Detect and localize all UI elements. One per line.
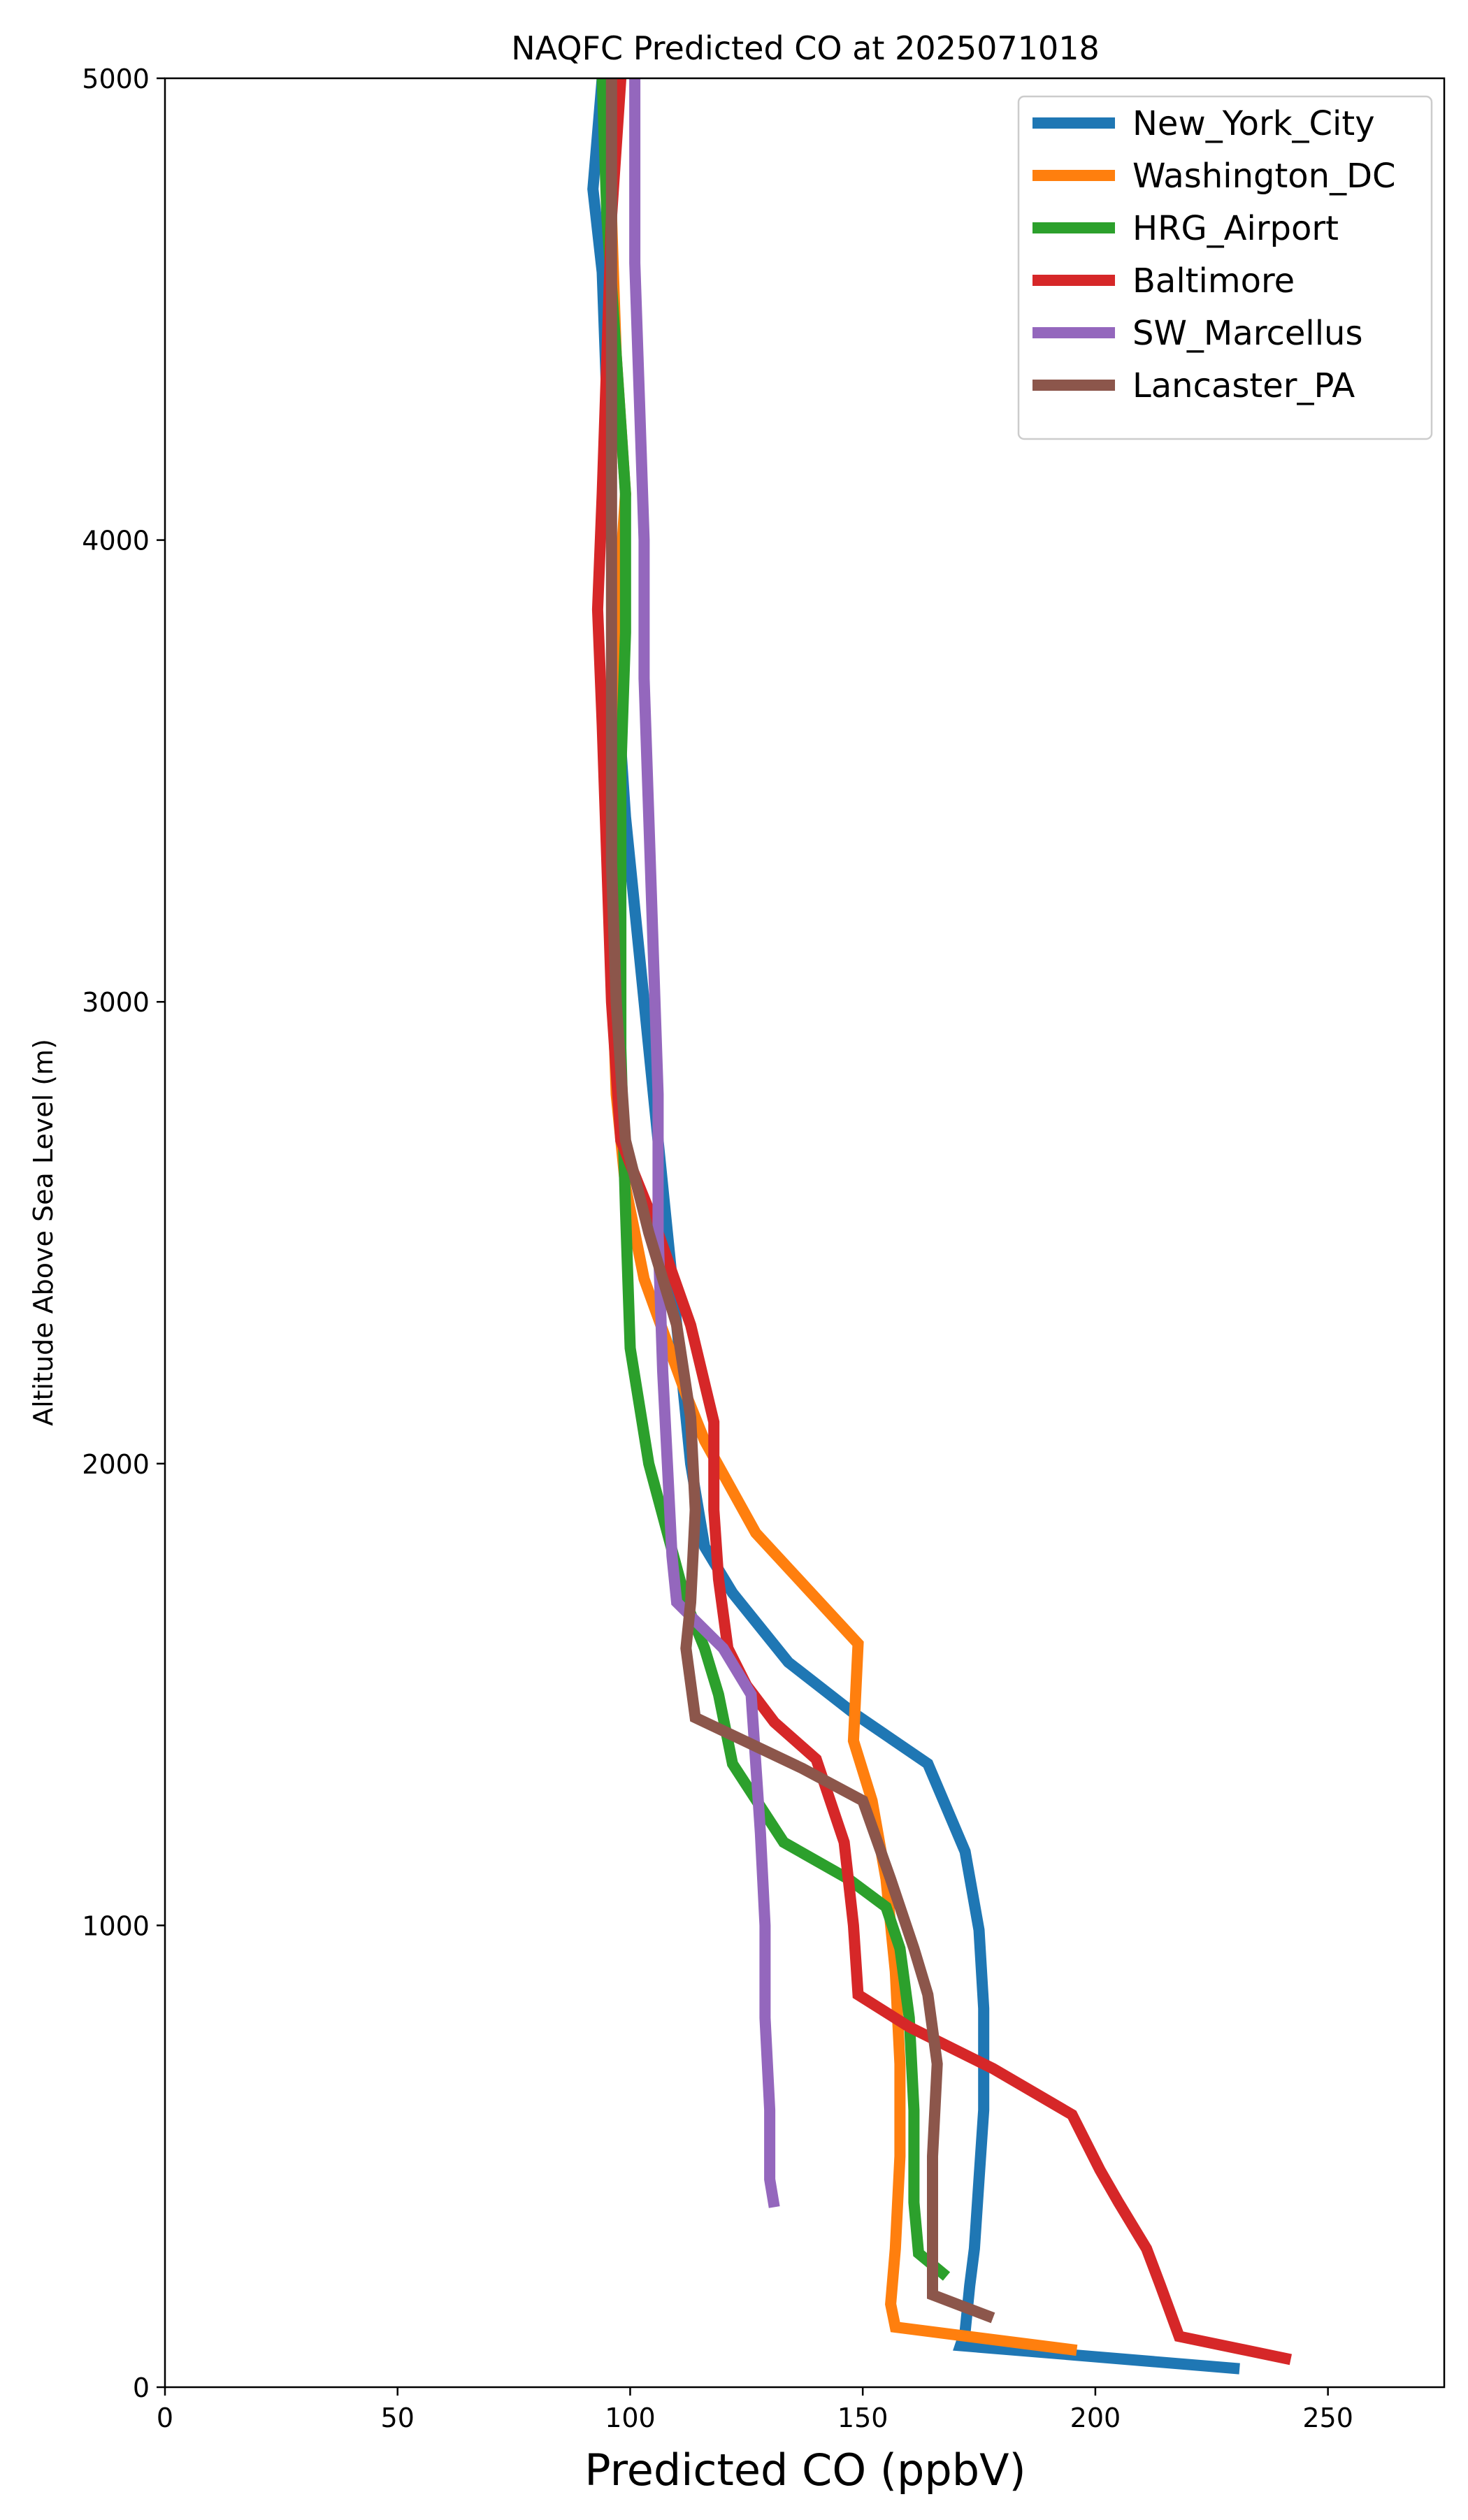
y-tick-label: 1000 [82,1910,150,1941]
x-tick-label: 100 [605,2403,656,2433]
y-axis-label: Altitude Above Sea Level (m) [28,1039,59,1426]
legend-label-baltimore: Baltimore [1132,261,1295,301]
legend-label-lancaster-pa: Lancaster_PA [1132,366,1355,405]
x-axis-label: Predicted CO (ppbV) [584,2445,1026,2496]
y-tick-label: 4000 [82,526,150,556]
y-axis: 0 1000 2000 3000 4000 5000 [82,64,165,2403]
y-tick-label: 0 [133,2373,150,2403]
legend-label-washington-dc: Washington_DC [1132,157,1396,196]
y-tick-label: 2000 [82,1449,150,1480]
legend-label-sw-marcellus: SW_Marcellus [1132,314,1362,353]
legend-label-new-york-city: New_York_City [1132,104,1375,143]
series-line-sw-marcellus [629,78,780,2208]
series-line-lancaster-pa [605,78,995,2324]
chart-title: NAQFC Predicted CO at 2025071018 [511,29,1100,67]
x-tick-label: 50 [381,2403,415,2433]
x-tick-label: 0 [157,2403,173,2433]
y-tick-label: 3000 [82,987,150,1018]
legend-box [1017,95,1433,440]
x-tick-label: 150 [837,2403,888,2433]
series-layer [587,78,1293,2375]
legend-label-hrg-airport: HRG_Airport [1132,209,1339,248]
x-tick-label: 250 [1302,2403,1353,2433]
series-line-washington-dc [605,78,1078,2356]
plot-frame [164,77,1446,2389]
x-tick-label: 200 [1070,2403,1121,2433]
legend: New_York_City Washington_DC HRG_Airport Bal… [1017,95,1433,440]
y-tick-label: 5000 [82,64,150,94]
x-axis: 0 50 100 150 200 250 [157,2387,1353,2433]
